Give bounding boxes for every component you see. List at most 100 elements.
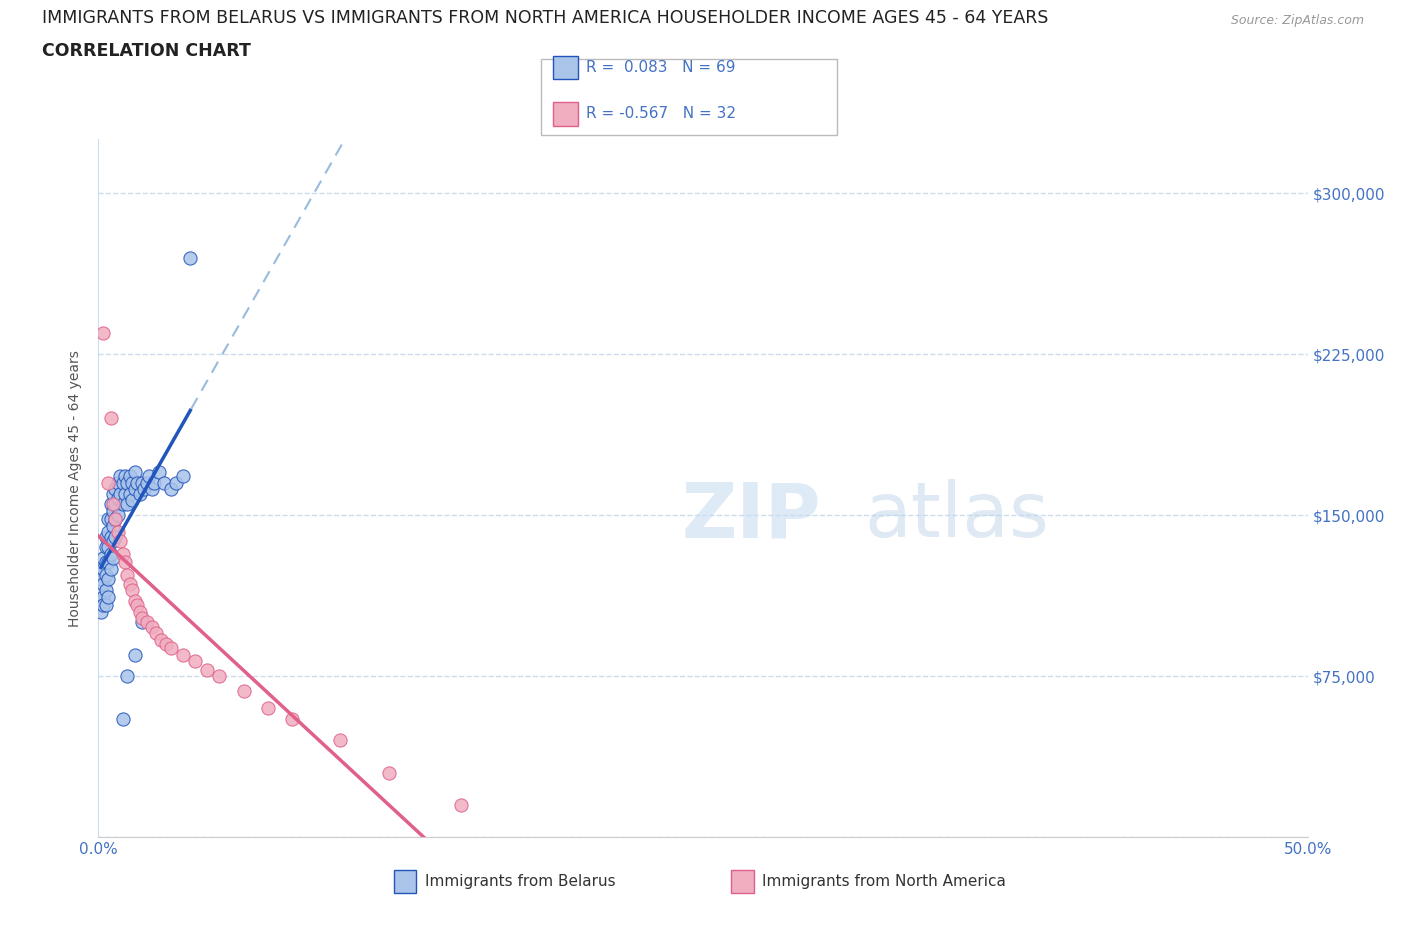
Point	[124, 647, 146, 662]
Point	[94, 529, 117, 544]
Point	[121, 583, 143, 598]
Point	[114, 555, 136, 570]
Point	[90, 593, 112, 608]
Point	[111, 475, 134, 490]
Point	[135, 475, 157, 490]
Point	[104, 497, 127, 512]
Point	[135, 615, 157, 630]
Text: R =  0.083   N = 69: R = 0.083 N = 69	[586, 60, 735, 75]
Point	[111, 546, 134, 561]
Point	[94, 583, 117, 598]
Point	[124, 593, 146, 608]
Text: Immigrants from North America: Immigrants from North America	[762, 874, 1005, 889]
Point	[134, 482, 156, 497]
Point	[107, 508, 129, 523]
Point	[104, 512, 127, 526]
Text: Immigrants from Belarus: Immigrants from Belarus	[425, 874, 616, 889]
Point	[100, 497, 122, 512]
Point	[127, 598, 149, 613]
Point	[128, 486, 150, 501]
Point	[101, 518, 124, 533]
Point	[104, 482, 127, 497]
Text: Source: ZipAtlas.com: Source: ZipAtlas.com	[1230, 14, 1364, 27]
Point	[91, 551, 114, 565]
Point	[100, 562, 122, 577]
Point	[150, 632, 173, 647]
Point	[94, 567, 117, 582]
Text: R = -0.567   N = 32: R = -0.567 N = 32	[586, 106, 737, 122]
Point	[91, 562, 114, 577]
Point	[141, 482, 163, 497]
Point	[145, 626, 167, 641]
Point	[131, 475, 153, 490]
Point	[160, 641, 183, 656]
Point	[160, 482, 183, 497]
Point	[131, 611, 153, 626]
Point	[118, 486, 141, 501]
Point	[138, 469, 160, 484]
Point	[101, 486, 124, 501]
Point	[111, 497, 134, 512]
Point	[121, 493, 143, 508]
Point	[97, 512, 120, 526]
Point	[128, 604, 150, 619]
Point	[90, 572, 112, 587]
Point	[141, 619, 163, 634]
Point	[91, 326, 114, 340]
Point	[195, 662, 218, 677]
Point	[104, 512, 127, 526]
Point	[155, 636, 177, 651]
Point	[114, 469, 136, 484]
Point	[100, 529, 122, 544]
Point	[108, 486, 131, 501]
Point	[100, 546, 122, 561]
Point	[377, 765, 399, 780]
Point	[450, 797, 472, 812]
Point	[124, 482, 146, 497]
Point	[124, 465, 146, 480]
Point	[179, 250, 201, 265]
Text: CORRELATION CHART: CORRELATION CHART	[42, 42, 252, 60]
Point	[117, 497, 139, 512]
Text: ZIP: ZIP	[682, 479, 821, 553]
Point	[165, 475, 187, 490]
Point	[101, 551, 124, 565]
Point	[232, 684, 254, 698]
Point	[143, 475, 166, 490]
Point	[127, 475, 149, 490]
Point	[97, 590, 120, 604]
Point	[94, 598, 117, 613]
Point	[208, 669, 231, 684]
Point	[121, 475, 143, 490]
Point	[107, 490, 129, 505]
Point	[94, 539, 117, 554]
Y-axis label: Householder Income Ages 45 - 64 years: Householder Income Ages 45 - 64 years	[69, 350, 83, 627]
Point	[172, 647, 194, 662]
Point	[97, 539, 120, 554]
Point	[101, 534, 124, 549]
Point	[90, 604, 112, 619]
Point	[117, 567, 139, 582]
Point	[91, 590, 114, 604]
Point	[117, 669, 139, 684]
Point	[97, 555, 120, 570]
Point	[329, 733, 352, 748]
Text: IMMIGRANTS FROM BELARUS VS IMMIGRANTS FROM NORTH AMERICA HOUSEHOLDER INCOME AGES: IMMIGRANTS FROM BELARUS VS IMMIGRANTS FR…	[42, 9, 1049, 27]
Point	[117, 475, 139, 490]
Point	[100, 411, 122, 426]
Point	[101, 497, 124, 512]
Point	[107, 475, 129, 490]
Point	[104, 529, 127, 544]
Point	[184, 654, 207, 669]
Point	[97, 525, 120, 539]
Point	[118, 577, 141, 591]
Point	[111, 711, 134, 726]
Point	[97, 572, 120, 587]
Point	[101, 503, 124, 518]
Point	[152, 475, 174, 490]
Point	[97, 475, 120, 490]
Point	[148, 465, 170, 480]
Point	[114, 486, 136, 501]
Text: atlas: atlas	[865, 479, 1049, 553]
Point	[108, 534, 131, 549]
